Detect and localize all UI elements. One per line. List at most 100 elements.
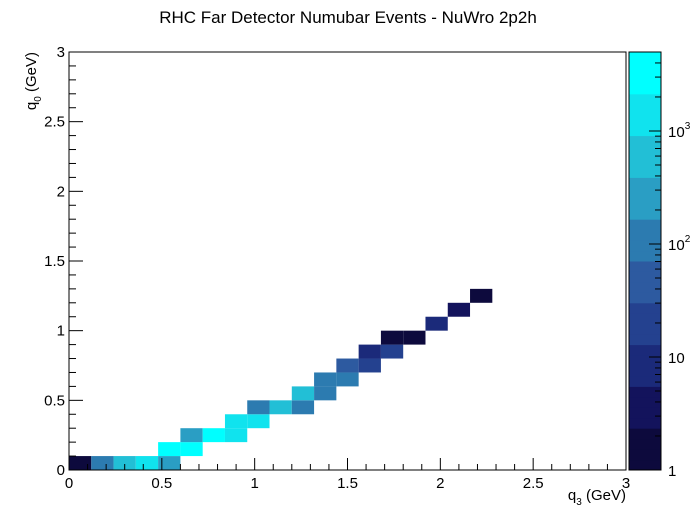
colorbar-tick-label: 102 <box>668 234 691 254</box>
colorbar-tick-label: 10 <box>668 350 685 367</box>
colorbar-swatch <box>629 375 661 387</box>
heatmap-cells <box>69 288 493 470</box>
colorbar-swatch <box>629 449 661 461</box>
heatmap-cell <box>291 400 315 415</box>
colorbar-swatch <box>629 83 661 95</box>
heatmap-cell <box>425 316 448 331</box>
colorbar-swatch <box>629 104 661 116</box>
heatmap-cell <box>224 414 248 429</box>
x-axis: 0 0.5 1 1.5 2 2.5 3 <box>65 458 630 492</box>
colorbar-swatch <box>629 219 661 231</box>
heatmap-cell <box>91 456 114 470</box>
heatmap-cell <box>403 330 426 345</box>
heatmap-cell <box>224 428 248 443</box>
chart-title: RHC Far Detector Numubar Events - NuWro … <box>159 8 537 27</box>
colorbar-tick-label: 1 <box>668 463 676 480</box>
colorbar-swatch <box>629 261 661 272</box>
colorbar-swatch <box>629 114 661 126</box>
heatmap-cell <box>158 456 181 470</box>
y-axis-label-unit: (GeV) <box>23 52 40 96</box>
heatmap-cell <box>158 442 181 457</box>
heatmap-cell <box>358 344 381 359</box>
heatmap-cell <box>358 358 381 373</box>
colorbar-swatch <box>629 187 661 199</box>
colorbar-swatch <box>629 62 661 74</box>
color-scale: 1 10 102 103 <box>628 51 691 480</box>
colorbar-swatch <box>629 229 661 241</box>
y-axis: 0 0.5 1 1.5 2 2.5 3 <box>44 44 83 479</box>
colorbar-swatch <box>629 177 661 189</box>
y-tick-label: 0.5 <box>44 392 65 409</box>
heatmap-cell <box>180 428 203 443</box>
colorbar-swatch <box>629 344 661 356</box>
x-tick-label: 2.5 <box>523 475 544 492</box>
x-tick-label: 0 <box>65 475 73 492</box>
y-tick-label: 3 <box>57 44 65 61</box>
y-tick-label: 2 <box>57 183 65 200</box>
heatmap-cell <box>314 372 337 387</box>
colorbar-swatch <box>629 125 661 137</box>
heatmap-cell <box>380 344 404 359</box>
y-tick-label: 1 <box>57 323 65 340</box>
colorbar-swatch <box>629 355 661 366</box>
colorbar-swatch <box>629 417 661 429</box>
colorbar-swatch <box>629 208 661 220</box>
heatmap-cell <box>336 372 359 387</box>
y-tick-label: 0 <box>57 462 65 479</box>
colorbar-swatch <box>629 365 661 377</box>
colorbar-swatch <box>629 313 661 325</box>
heatmap-cell <box>380 330 404 345</box>
x-axis-label-sub: 3 <box>576 497 582 508</box>
x-tick-label: 2 <box>436 475 444 492</box>
colorbar-swatch <box>629 135 661 147</box>
y-tick-label: 1.5 <box>44 253 65 270</box>
heatmap-cell <box>69 456 92 470</box>
y-axis-label: q0 (GeV) <box>23 52 44 110</box>
colorbar-swatch <box>629 240 661 252</box>
heatmap-cell <box>247 400 270 415</box>
heatmap-cell <box>291 386 315 401</box>
y-axis-label-main: q <box>23 102 40 110</box>
colorbar-swatch <box>629 250 661 262</box>
colorbar-swatch <box>629 93 661 105</box>
colorbar-swatch <box>629 146 661 157</box>
heatmap-cell <box>202 428 225 443</box>
x-axis-label-unit: (GeV) <box>582 487 626 504</box>
colorbar-swatch <box>629 459 661 471</box>
colorbar-tick-label: 103 <box>668 121 691 141</box>
colorbar-swatch <box>629 198 661 210</box>
colorbar-swatch <box>629 72 661 84</box>
colorbar-swatch <box>629 386 661 398</box>
x-tick-label: 1.5 <box>337 475 358 492</box>
x-axis-label-main: q <box>568 487 576 504</box>
x-tick-label: 1 <box>250 475 258 492</box>
y-tick-label: 2.5 <box>44 114 65 131</box>
colorbar-swatch <box>629 166 661 178</box>
colorbar-swatch <box>629 323 661 335</box>
x-axis-label: q3 (GeV) <box>568 487 626 508</box>
colorbar-swatch <box>629 438 661 450</box>
colorbar-swatch <box>629 407 661 419</box>
colorbar-swatch <box>629 156 661 168</box>
heatmap-cell <box>447 302 471 317</box>
heatmap-cell <box>135 456 159 470</box>
colorbar-swatch <box>629 428 661 440</box>
heatmap-cell <box>247 414 270 429</box>
heatmap-cell <box>269 400 292 415</box>
heatmap-cell <box>336 358 359 373</box>
colorbar-swatch <box>629 334 661 346</box>
colorbar-swatch <box>629 292 661 304</box>
heatmap-cell <box>180 442 203 457</box>
colorbar-swatch <box>629 396 661 408</box>
heatmap-cell <box>113 456 136 470</box>
y-axis-label-sub: 0 <box>33 96 44 102</box>
heatmap-cell <box>470 288 493 303</box>
colorbar-swatch <box>629 281 661 293</box>
heatmap-cell <box>314 386 337 401</box>
plot-frame <box>68 51 627 471</box>
colorbar-swatch <box>629 271 661 283</box>
colorbar-swatch <box>629 52 661 63</box>
colorbar-swatch <box>629 302 661 314</box>
x-tick-label: 0.5 <box>151 475 172 492</box>
